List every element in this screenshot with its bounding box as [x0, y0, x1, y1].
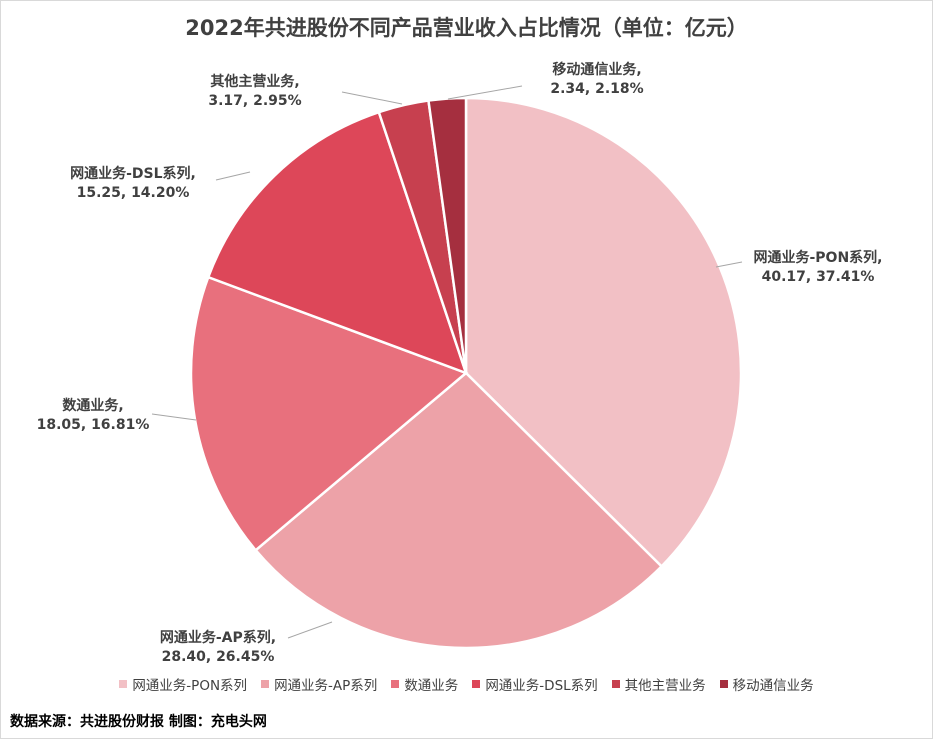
legend-swatch	[472, 680, 481, 688]
legend-label: 数通业务	[404, 678, 459, 694]
legend-label: 其他主营业务	[624, 678, 706, 694]
legend-item: 移动通信业务	[719, 674, 814, 694]
slice-data-label: 网通业务-DSL系列, 15.25, 14.20%	[70, 165, 196, 201]
leader-line	[287, 621, 333, 639]
legend-item: 数通业务	[391, 674, 458, 694]
legend-label: 移动通信业务	[732, 678, 814, 694]
pie-slice	[464, 96, 743, 569]
slice-data-label: 其他主营业务, 3.17, 2.95%	[208, 73, 301, 109]
leader-line	[215, 171, 251, 181]
slice-data-label: 网通业务-PON系列, 40.17, 37.41%	[753, 249, 882, 285]
leader-line	[715, 261, 743, 268]
legend-label: 网通业务-PON系列	[132, 678, 248, 694]
pie-slice	[253, 371, 664, 650]
legend-swatch	[611, 680, 620, 688]
pie-slice	[427, 96, 468, 374]
legend-swatch	[119, 680, 128, 688]
slice-data-label: 数通业务, 18.05, 16.81%	[37, 397, 150, 433]
legend-item: 其他主营业务	[611, 674, 706, 694]
chart-title: 2022年共进股份不同产品营业收入占比情况（单位：亿元）	[185, 16, 748, 40]
leader-line	[447, 85, 523, 100]
legend-label: 网通业务-DSL系列	[485, 678, 598, 694]
pie-slice	[206, 110, 469, 376]
legend-swatch	[261, 680, 270, 688]
chart-legend: 网通业务-PON系列 网通业务-AP系列 数通业务 网通业务-DSL系列 其他主营业务 移…	[0, 674, 933, 694]
legend-item: 网通业务-AP系列	[261, 674, 377, 694]
legend-swatch	[391, 680, 400, 688]
leader-line	[341, 91, 403, 105]
legend-label: 网通业务-AP系列	[274, 678, 378, 694]
legend-item: 网通业务-PON系列	[119, 674, 247, 694]
leader-line	[151, 413, 197, 421]
legend-item: 网通业务-DSL系列	[472, 674, 598, 694]
slice-data-label: 网通业务-AP系列, 28.40, 26.45%	[160, 629, 276, 665]
slice-data-label: 移动通信业务, 2.34, 2.18%	[550, 61, 643, 97]
source-note: 数据来源：共进股份财报 制图：充电头网	[10, 714, 267, 730]
legend-swatch	[719, 680, 728, 688]
